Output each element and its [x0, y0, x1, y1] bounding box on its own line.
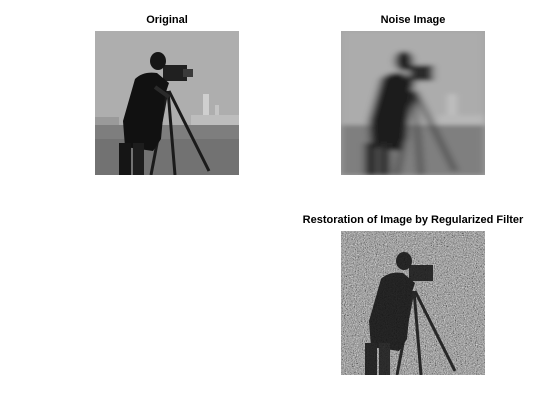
original-image [95, 31, 239, 175]
noise-image [341, 31, 485, 175]
restoration-title: Restoration of Image by Regularized Filt… [302, 214, 524, 226]
original-title: Original [146, 14, 188, 26]
noise-image-title: Noise Image [380, 14, 446, 26]
restored-image [341, 231, 485, 375]
